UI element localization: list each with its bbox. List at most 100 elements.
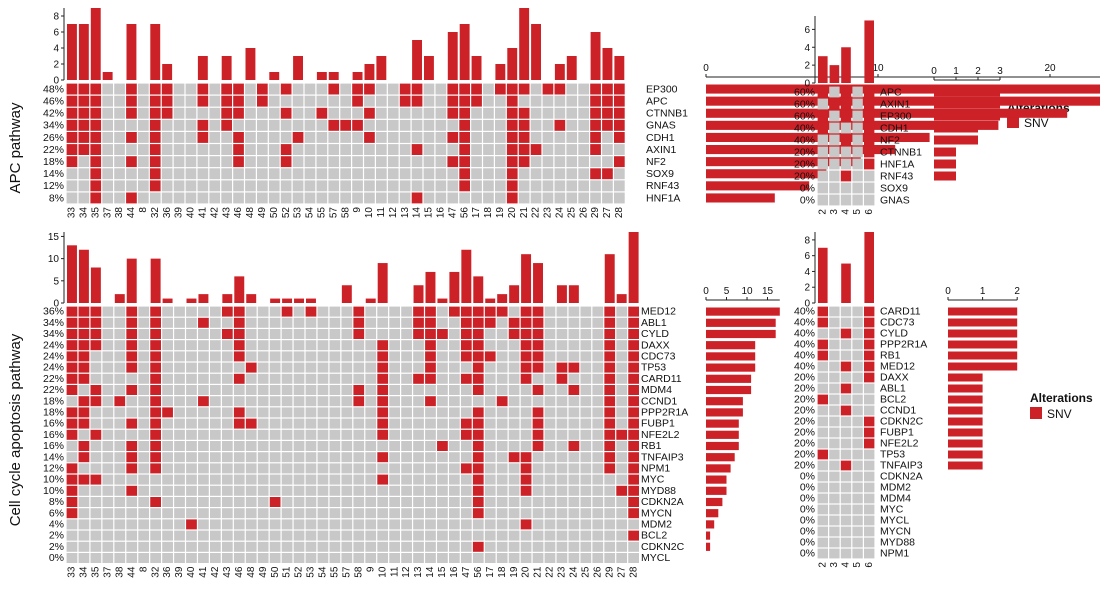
empty-cell <box>341 463 353 474</box>
empty-cell <box>328 192 340 204</box>
empty-cell <box>292 95 304 107</box>
gene-name-label: MYCL <box>880 515 909 527</box>
empty-cell <box>852 427 863 438</box>
empty-cell <box>578 107 589 119</box>
empty-cell <box>329 463 341 474</box>
gene-percent-label: 0% <box>800 482 815 494</box>
empty-cell <box>269 385 281 395</box>
empty-cell <box>305 351 317 362</box>
empty-cell <box>592 373 604 384</box>
gene-percent-label: 0% <box>800 182 815 194</box>
snv-cell <box>245 418 257 429</box>
empty-cell <box>614 144 625 155</box>
empty-cell <box>185 95 197 107</box>
empty-cell <box>556 329 568 339</box>
empty-cell <box>280 119 292 131</box>
sample-id-label: 25 <box>566 207 577 219</box>
sample-count-bar <box>221 56 232 80</box>
empty-cell <box>568 508 580 519</box>
sample-count-bar <box>246 294 257 303</box>
snv-cell <box>506 192 518 204</box>
gene-count-bar <box>948 329 1018 338</box>
gene-percent-label: 16% <box>43 418 64 430</box>
empty-cell <box>364 156 375 168</box>
empty-cell <box>554 156 566 168</box>
empty-cell <box>401 373 412 384</box>
empty-cell <box>174 553 185 563</box>
gene-count-bar <box>706 419 739 428</box>
snv-cell <box>542 83 554 95</box>
snv-cell <box>604 407 616 418</box>
empty-cell <box>604 497 616 507</box>
empty-cell <box>210 474 221 485</box>
sample-id-label: 43 <box>222 566 233 578</box>
empty-cell <box>472 530 484 541</box>
empty-cell <box>198 418 209 429</box>
empty-cell <box>590 192 601 204</box>
snv-cell <box>150 317 161 328</box>
empty-cell <box>293 396 305 407</box>
empty-cell <box>425 485 436 496</box>
sample-count-bar <box>447 32 458 80</box>
empty-cell <box>817 194 828 206</box>
empty-cell <box>245 192 256 204</box>
sample-id-label: 33 <box>67 207 78 219</box>
empty-cell <box>616 463 628 474</box>
empty-cell <box>852 460 863 471</box>
empty-cell <box>365 373 377 384</box>
empty-cell <box>305 508 317 519</box>
sample-id-label: 24 <box>554 207 565 219</box>
empty-cell <box>233 497 245 507</box>
empty-cell <box>580 306 592 317</box>
gene-percent-label: 10% <box>43 485 64 497</box>
empty-cell <box>186 429 197 440</box>
empty-cell <box>425 541 436 552</box>
empty-cell <box>568 452 580 463</box>
empty-cell <box>138 168 149 180</box>
empty-cell <box>78 530 90 541</box>
empty-cell <box>340 168 351 180</box>
snv-cell <box>233 351 245 362</box>
snv-cell <box>459 144 470 155</box>
empty-cell <box>66 452 78 463</box>
gene-count-bar <box>948 450 983 459</box>
empty-cell <box>102 530 114 541</box>
empty-cell <box>221 351 233 362</box>
empty-cell <box>592 385 604 395</box>
empty-cell <box>399 132 411 143</box>
empty-cell <box>604 553 616 563</box>
snv-cell <box>590 144 601 155</box>
gene-percent-label: 18% <box>43 156 64 168</box>
empty-cell <box>185 107 197 119</box>
empty-cell <box>257 385 269 395</box>
empty-cell <box>365 396 377 407</box>
sample-count-bar <box>114 294 125 303</box>
empty-cell <box>852 416 863 427</box>
empty-cell <box>268 192 280 204</box>
empty-cell <box>852 158 863 170</box>
gene-percent-label: 22% <box>43 384 64 396</box>
empty-cell <box>174 508 185 519</box>
gene-percent-label: 20% <box>794 449 815 461</box>
empty-cell <box>292 119 304 131</box>
sample-id-label: 32 <box>150 207 161 219</box>
empty-cell <box>162 441 173 451</box>
empty-cell <box>556 441 568 451</box>
empty-cell <box>281 452 293 463</box>
snv-cell <box>150 340 161 351</box>
snv-cell <box>90 429 102 440</box>
snv-cell <box>90 317 102 328</box>
gene-percent-label: 0% <box>800 515 815 527</box>
empty-cell <box>471 132 482 143</box>
sample-id-label: 5 <box>852 209 863 215</box>
empty-cell <box>186 396 197 407</box>
empty-cell <box>592 396 604 407</box>
snv-cell <box>628 329 639 339</box>
empty-cell <box>341 407 353 418</box>
empty-cell <box>257 530 269 541</box>
gene-percent-label: 2% <box>49 541 64 553</box>
empty-cell <box>329 441 341 451</box>
gene-name-label: MDM4 <box>641 384 672 396</box>
empty-cell <box>401 463 412 474</box>
